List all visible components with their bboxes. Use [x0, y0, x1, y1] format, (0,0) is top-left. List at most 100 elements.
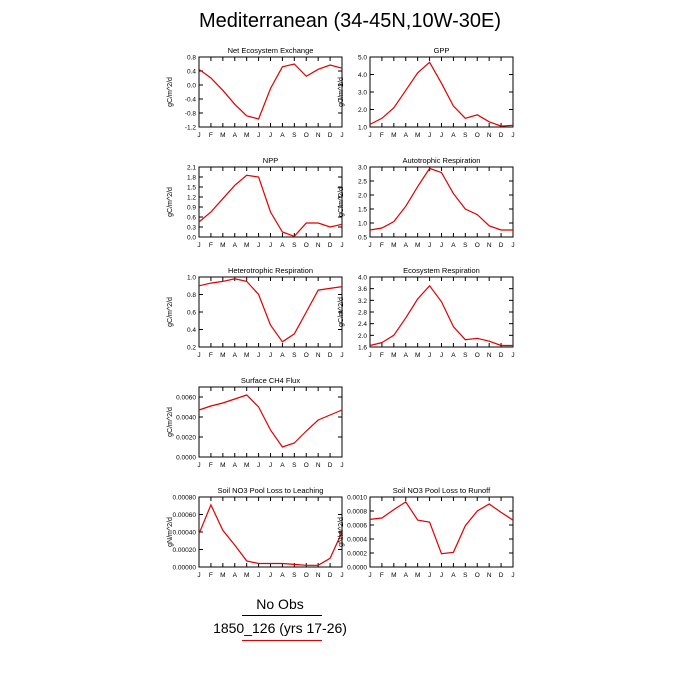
- y-tick-label: 0.0008: [347, 509, 367, 516]
- x-tick-label: N: [487, 242, 492, 249]
- x-tick-label: A: [280, 242, 285, 249]
- y-tick-label: 0.0010: [347, 495, 367, 502]
- x-tick-label: F: [380, 242, 384, 249]
- x-tick-label: O: [304, 462, 309, 469]
- series-line: [198, 278, 343, 343]
- x-tick-label: D: [499, 242, 504, 249]
- x-tick-label: O: [304, 132, 309, 139]
- series-line: [198, 394, 343, 448]
- x-tick-label: J: [511, 572, 514, 579]
- series-line: [198, 174, 343, 238]
- x-tick-label: A: [404, 572, 409, 579]
- chart-panel: Autotrophic Respiration gC/m^2/d 3.0 2.5 2.0…: [338, 156, 515, 249]
- x-tick-label: A: [233, 462, 238, 469]
- x-tick-label: N: [316, 132, 321, 139]
- chart-title: Heterotrophic Respiration: [228, 266, 313, 275]
- x-tick-label: D: [499, 572, 504, 579]
- chart-title: Soil NO3 Pool Loss to Runoff: [393, 486, 491, 495]
- chart-panel: Heterotrophic Respiration gC/m^2/d 1.0 0.8 0…: [167, 266, 344, 359]
- x-tick-label: J: [368, 132, 371, 139]
- chart-title: GPP: [434, 46, 450, 55]
- x-tick-label: J: [440, 242, 443, 249]
- series-line: [369, 501, 514, 555]
- chart-title: NPP: [263, 156, 278, 165]
- x-tick-label: J: [511, 132, 514, 139]
- x-tick-label: O: [304, 572, 309, 579]
- y-tick-label: 0.3: [187, 225, 196, 232]
- y-tick-label: 0.0006: [347, 523, 367, 530]
- y-tick-label: 0.6: [187, 215, 196, 222]
- x-tick-label: F: [380, 132, 384, 139]
- x-tick-label: O: [475, 132, 480, 139]
- x-tick-label: J: [269, 572, 272, 579]
- x-tick-label: J: [340, 132, 343, 139]
- y-axis-label: gC/m^2/d: [338, 187, 345, 217]
- y-tick-label: 2.1: [187, 165, 196, 172]
- x-tick-label: N: [316, 242, 321, 249]
- y-tick-label: 0.0000: [347, 565, 367, 572]
- x-tick-label: F: [380, 572, 384, 579]
- y-tick-label: 3.0: [358, 165, 367, 172]
- x-tick-label: F: [209, 132, 213, 139]
- y-tick-label: 0.4: [187, 69, 196, 76]
- plot-frame: [198, 276, 343, 348]
- y-axis-label: gC/m^2/d: [167, 187, 174, 217]
- chart-title: Soil NO3 Pool Loss to Leaching: [218, 486, 324, 495]
- y-tick-label: 3.2: [358, 298, 367, 305]
- y-tick-label: 0.2: [187, 345, 196, 352]
- y-tick-label: 0.8: [187, 292, 196, 299]
- x-tick-label: M: [415, 132, 420, 139]
- chart-title: Net Ecosystem Exchange: [228, 46, 314, 55]
- y-tick-label: 2.0: [358, 333, 367, 340]
- x-tick-label: M: [415, 572, 420, 579]
- x-tick-label: M: [244, 572, 249, 579]
- x-tick-label: S: [463, 132, 468, 139]
- x-tick-label: A: [280, 352, 285, 359]
- y-tick-label: 1.0: [358, 125, 367, 132]
- y-tick-label: 4.0: [358, 72, 367, 79]
- x-tick-label: O: [304, 352, 309, 359]
- y-tick-label: 1.8: [187, 175, 196, 182]
- y-tick-label: 0.0004: [347, 537, 367, 544]
- x-tick-label: O: [475, 352, 480, 359]
- x-tick-label: J: [440, 572, 443, 579]
- x-tick-label: J: [197, 462, 200, 469]
- x-tick-label: J: [257, 462, 260, 469]
- x-tick-label: S: [463, 572, 468, 579]
- x-tick-label: M: [391, 352, 396, 359]
- plot-frame: [369, 56, 514, 128]
- plot-frame: [198, 496, 343, 568]
- y-tick-label: 1.0: [187, 275, 196, 282]
- x-tick-label: S: [292, 572, 297, 579]
- x-tick-label: A: [233, 132, 238, 139]
- x-tick-label: M: [244, 352, 249, 359]
- x-tick-label: M: [244, 462, 249, 469]
- x-tick-label: A: [233, 242, 238, 249]
- x-tick-label: J: [511, 352, 514, 359]
- y-tick-label: 1.5: [358, 207, 367, 214]
- x-tick-label: A: [451, 242, 456, 249]
- y-tick-label: -1.2: [185, 125, 197, 132]
- y-tick-label: 0.9: [187, 205, 196, 212]
- x-tick-label: J: [368, 572, 371, 579]
- chart-panel: Surface CH4 Flux gC/m^2/d0.0060 0.0040 0.00…: [167, 376, 344, 469]
- x-tick-label: J: [428, 242, 431, 249]
- x-tick-label: O: [475, 242, 480, 249]
- x-tick-label: J: [428, 132, 431, 139]
- x-tick-label: S: [463, 242, 468, 249]
- x-tick-label: S: [463, 352, 468, 359]
- y-tick-label: 1.2: [187, 195, 196, 202]
- y-tick-label: 0.8: [187, 55, 196, 62]
- series-line: [198, 503, 343, 566]
- x-tick-label: M: [220, 242, 225, 249]
- y-tick-label: -0.4: [185, 97, 197, 104]
- y-tick-label: 0.00020: [173, 547, 197, 554]
- y-axis-label: gC/m^2/d: [338, 297, 345, 327]
- series-line: [369, 61, 514, 127]
- x-tick-label: F: [209, 572, 213, 579]
- x-tick-label: D: [328, 132, 333, 139]
- y-axis-label: gC/m^2/d: [167, 407, 174, 437]
